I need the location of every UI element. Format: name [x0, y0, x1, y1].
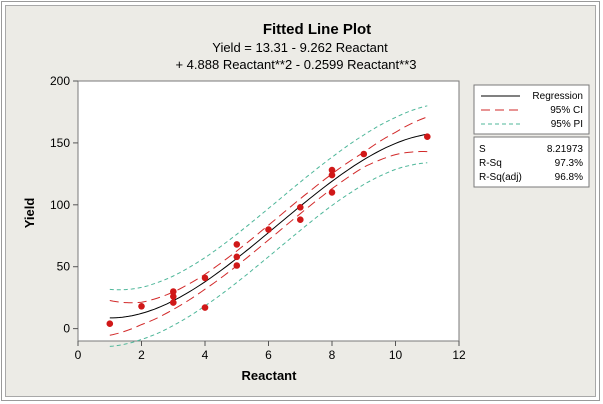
- data-point: [328, 166, 336, 174]
- data-point: [233, 241, 241, 248]
- data-point: [424, 133, 431, 140]
- ci-bands: [109, 116, 428, 336]
- x-tick-label: 8: [329, 348, 336, 362]
- data-point: [297, 204, 304, 211]
- y-axis: 0 50 100 150 200: [50, 74, 78, 336]
- data-point: [106, 320, 114, 328]
- y-axis-label: Yield: [22, 198, 37, 229]
- ci-upper-line: [109, 116, 428, 304]
- data-points: [106, 133, 431, 328]
- legend-pi-label: 95% PI: [551, 119, 583, 130]
- stat-rsq-adj-value: 96.8%: [555, 172, 583, 183]
- ci-lower-line: [109, 151, 428, 336]
- x-tick-label: 6: [265, 348, 272, 362]
- data-point: [233, 262, 241, 269]
- y-tick-label: 200: [50, 74, 70, 88]
- legend-regression-label: Regression: [532, 91, 583, 102]
- x-axis: 0 2 4 6 8 10 12: [75, 341, 466, 362]
- data-point: [265, 226, 272, 233]
- stat-s-label: S: [479, 144, 486, 155]
- y-tick-label: 50: [57, 260, 71, 274]
- legend-box: [473, 84, 590, 135]
- stat-rsq-label: R-Sq: [479, 158, 502, 169]
- pi-lower-line: [109, 162, 428, 347]
- data-point: [360, 150, 368, 158]
- data-point: [170, 288, 177, 295]
- y-tick-label: 0: [63, 322, 70, 336]
- equation-line-1: Yield = 13.31 - 9.262 Reactant: [212, 40, 388, 55]
- equation-line-2: + 4.888 Reactant**2 - 0.2599 Reactant**3: [175, 57, 416, 72]
- x-axis-label: Reactant: [242, 368, 298, 383]
- x-tick-label: 2: [138, 348, 145, 362]
- x-tick-label: 4: [202, 348, 209, 362]
- data-point: [201, 274, 209, 282]
- legend-ci-label: 95% CI: [550, 105, 583, 116]
- data-point: [328, 171, 336, 179]
- stat-rsq-adj-label: R-Sq(adj): [479, 172, 522, 183]
- y-tick-label: 150: [50, 136, 70, 150]
- pi-upper-line: [109, 105, 428, 291]
- legend: Regression 95% CI 95% PI: [473, 84, 590, 135]
- stats-box-frame: [473, 136, 590, 188]
- data-point: [201, 304, 209, 311]
- data-point: [138, 303, 145, 310]
- x-tick-label: 12: [452, 348, 466, 362]
- data-point: [297, 216, 304, 223]
- data-point: [170, 299, 177, 306]
- data-point: [170, 293, 177, 300]
- chart-title: Fitted Line Plot: [263, 21, 371, 38]
- plot-area: [77, 80, 460, 342]
- stat-rsq-value: 97.3%: [555, 158, 583, 169]
- pi-bands: [109, 105, 428, 347]
- data-point: [328, 189, 336, 196]
- data-point: [233, 253, 241, 261]
- stat-s-value: 8.21973: [547, 144, 584, 155]
- stats-box: S 8.21973 R-Sq 97.3% R-Sq(adj) 96.8%: [473, 136, 590, 188]
- x-tick-label: 10: [389, 348, 403, 362]
- y-tick-label: 100: [50, 198, 70, 212]
- x-tick-label: 0: [75, 348, 82, 362]
